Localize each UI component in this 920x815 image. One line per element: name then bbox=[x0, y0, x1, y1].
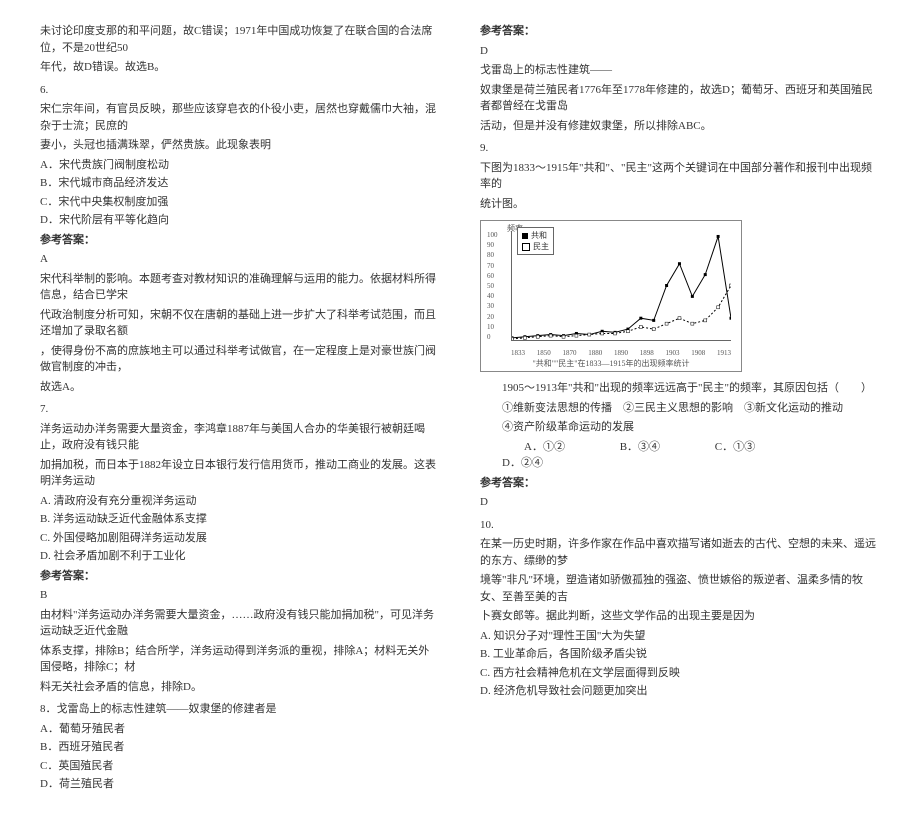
q7-option-c: C. 外国侵略加剧阻碍洋务运动发展 bbox=[40, 530, 440, 547]
q10-option-b: B. 工业革命后，各国阶级矛盾尖锐 bbox=[480, 646, 880, 663]
q10-option-d: D. 经济危机导致社会问题更加突出 bbox=[480, 683, 880, 700]
q10-option-c: C. 西方社会精神危机在文学层面得到反映 bbox=[480, 665, 880, 682]
q8-answer-label: 参考答案： bbox=[480, 23, 880, 40]
q7-exp-3: 料无关社会矛盾的信息，排除D。 bbox=[40, 679, 440, 696]
q6-exp-4: 故选A。 bbox=[40, 379, 440, 396]
q9-opt-c: C．①③ bbox=[693, 439, 755, 456]
chart-svg bbox=[512, 231, 731, 340]
q6-text-1: 宋仁宗年间，有官员反映，那些应该穿皂衣的仆役小吏，居然也穿戴儒巾大袖，混杂于士流… bbox=[40, 101, 440, 134]
q6-answer-label: 参考答案： bbox=[40, 232, 440, 249]
q8-exp-1: 戈雷岛上的标志性建筑—— bbox=[480, 62, 880, 79]
q8-exp-3: 活动，但是并没有修建奴隶堡，所以排除ABC。 bbox=[480, 118, 880, 135]
q6-option-c: C．宋代中央集权制度加强 bbox=[40, 194, 440, 211]
q7-answer-label: 参考答案： bbox=[40, 568, 440, 585]
q9-text-2: 统计图。 bbox=[480, 196, 880, 213]
q9-options-row: A．①② B．③④ C．①③ D．②④ bbox=[480, 439, 880, 472]
q9-number: 9. bbox=[480, 140, 880, 157]
q9-text-1: 下图为1833～1915年"共和"、"民主"这两个关键词在中国部分著作和报刊中出… bbox=[480, 160, 880, 193]
q8-option-b: B．西班牙殖民者 bbox=[40, 739, 440, 756]
q7-option-a: A. 清政府没有充分重视洋务运动 bbox=[40, 493, 440, 510]
q7-exp-2: 体系支撑，排除B；结合所学，洋务运动得到洋务派的重视，排除A；材料无关外国侵略，… bbox=[40, 643, 440, 676]
q9-answer: D bbox=[480, 494, 880, 511]
q9-chart: 频率 共和 民主 1009080706050403020100 18331850… bbox=[480, 220, 742, 372]
q8-text: 8．戈雷岛上的标志性建筑——奴隶堡的修建者是 bbox=[40, 701, 440, 718]
chart-xticks: 183318501870188018901898190319081913 bbox=[511, 349, 731, 357]
q6-exp-2: 代政治制度分析可知，宋朝不仅在唐朝的基础上进一步扩大了科举考试范围，而且还增加了… bbox=[40, 307, 440, 340]
q7-text-2: 加捐加税，而日本于1882年设立日本银行发行信用货币，推动工商业的发展。这表明洋… bbox=[40, 457, 440, 490]
q10-text-1: 在某一历史时期，许多作家在作品中喜欢描写诸如逝去的古代、空想的未来、遥远的东方、… bbox=[480, 536, 880, 569]
q8-answer: D bbox=[480, 43, 880, 60]
q9-opt-d: D．②④ bbox=[480, 455, 543, 472]
q8-option-a: A．葡萄牙殖民者 bbox=[40, 721, 440, 738]
q10-text-2: 境等"非凡"环境，塑造诸如骄傲孤独的强盗、愤世嫉俗的叛逆者、温柔多情的牧女、至善… bbox=[480, 572, 880, 605]
q10-option-a: A. 知识分子对"理性王国"大为失望 bbox=[480, 628, 880, 645]
pre5-text-1: 未讨论印度支那的和平问题，故C错误；1971年中国成功恢复了在联合国的合法席位，… bbox=[40, 23, 440, 56]
q6-option-d: D．宋代阶层有平等化趋向 bbox=[40, 212, 440, 229]
q8-option-d: D．荷兰殖民者 bbox=[40, 776, 440, 793]
q9-opt-a: A．①② bbox=[502, 439, 565, 456]
q7-answer: B bbox=[40, 587, 440, 604]
q10-text-3: 卜赛女郎等。据此判断，这些文学作品的出现主要是因为 bbox=[480, 608, 880, 625]
q7-option-d: D. 社会矛盾加剧不利于工业化 bbox=[40, 548, 440, 565]
q9-answer-label: 参考答案： bbox=[480, 475, 880, 492]
chart-yticks: 1009080706050403020100 bbox=[487, 231, 498, 341]
q6-exp-3: ，使得身份不高的庶族地主可以通过科举考试做官，在一定程度上是对豪世族门阀做官制度… bbox=[40, 343, 440, 376]
q6-number: 6. bbox=[40, 82, 440, 99]
q8-exp-2: 奴隶堡是荷兰殖民者1776年至1778年修建的，故选D；葡萄牙、西班牙和英国殖民… bbox=[480, 82, 880, 115]
q7-exp-1: 由材料"洋务运动办洋务需要大量资金，……政府没有钱只能加捐加税"，可见洋务运动缺… bbox=[40, 607, 440, 640]
q10-number: 10. bbox=[480, 517, 880, 534]
left-column: 未讨论印度支那的和平问题，故C错误；1971年中国成功恢复了在联合国的合法席位，… bbox=[40, 20, 440, 795]
q7-text-1: 洋务运动办洋务需要大量资金，李鸿章1887年与美国人合办的华美银行被朝廷喝止，政… bbox=[40, 421, 440, 454]
q7-number: 7. bbox=[40, 401, 440, 418]
chart-plot-area bbox=[511, 231, 731, 341]
q8-option-c: C．英国殖民者 bbox=[40, 758, 440, 775]
q6-exp-1: 宋代科举制的影响。本题考查对教材知识的准确理解与运用的能力。依据材料所得信息，结… bbox=[40, 271, 440, 304]
q6-text-2: 妻小，头冠也插满珠翠，俨然贵族。此现象表明 bbox=[40, 137, 440, 154]
q6-answer: A bbox=[40, 251, 440, 268]
chart-caption: "共和""民主"在1833—1915年的出现频率统计 bbox=[481, 358, 741, 369]
q9-text-3: 1905～1913年"共和"出现的频率远远高于"民主"的频率，其原因包括（ ） bbox=[480, 380, 880, 397]
q9-opt-b: B．③④ bbox=[598, 439, 660, 456]
q6-option-b: B．宋代城市商品经济发达 bbox=[40, 175, 440, 192]
q9-opt-line1: ①维新变法思想的传播 ②三民主义思想的影响 ③新文化运动的推动 bbox=[480, 400, 880, 417]
q9-opt-line2: ④资产阶级革命运动的发展 bbox=[480, 419, 880, 436]
pre5-text-2: 年代，故D错误。故选B。 bbox=[40, 59, 440, 76]
q6-option-a: A．宋代贵族门阀制度松动 bbox=[40, 157, 440, 174]
q7-option-b: B. 洋务运动缺乏近代金融体系支撑 bbox=[40, 511, 440, 528]
right-column: 参考答案： D 戈雷岛上的标志性建筑—— 奴隶堡是荷兰殖民者1776年至1778… bbox=[480, 20, 880, 795]
